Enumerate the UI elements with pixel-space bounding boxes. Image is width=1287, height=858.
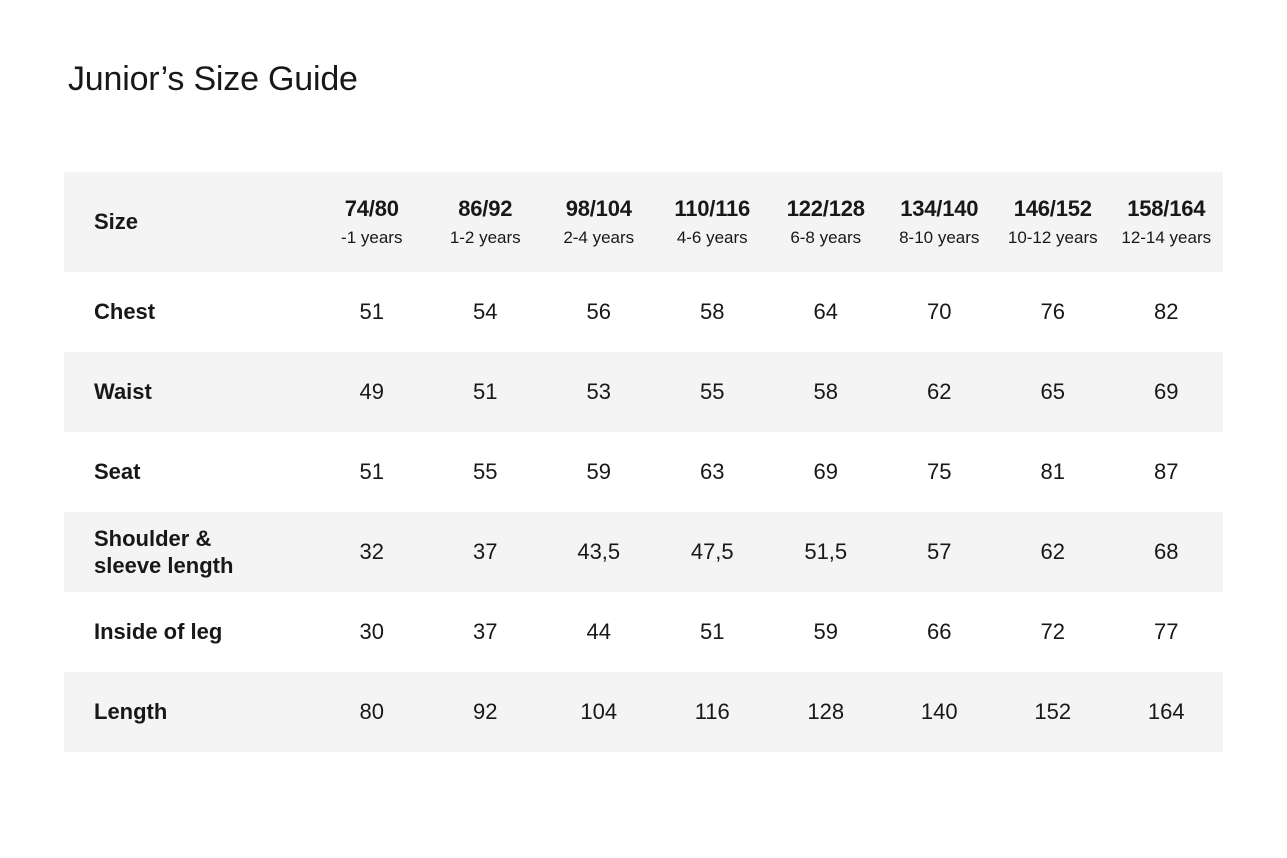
measurement-value: 65: [1040, 379, 1065, 404]
measurement-value: 55: [700, 379, 725, 404]
measurement-value: 37: [473, 619, 498, 644]
measurement-value: 164: [1147, 699, 1185, 724]
measurement-value: 128: [807, 699, 845, 724]
header-size-column: 122/128 6-8 years: [769, 196, 883, 248]
row-label: Length: [94, 699, 168, 725]
size-value: 122/128: [786, 196, 865, 221]
header-size-column: 134/140 8-10 years: [883, 196, 997, 248]
age-range: 8-10 years: [899, 228, 980, 247]
size-guide-table: Size 74/80 -1 years 86/92 1-2 years 98/104 2-…: [64, 172, 1223, 752]
measurement-value: 53: [586, 379, 611, 404]
measurement-value: 70: [927, 299, 952, 324]
table-row: Length 80 92 104 116 128 140 152 164: [64, 672, 1223, 752]
measurement-value: 56: [586, 299, 611, 324]
header-size-label: Size: [94, 209, 139, 235]
header-size-column: 98/104 2-4 years: [542, 196, 656, 248]
measurement-value: 75: [927, 459, 952, 484]
measurement-value: 69: [813, 459, 838, 484]
measurement-value: 51: [473, 379, 498, 404]
row-label: Waist: [94, 379, 152, 405]
measurement-value: 58: [813, 379, 838, 404]
measurement-value: 68: [1154, 539, 1179, 564]
header-size-column: 146/152 10-12 years: [996, 196, 1110, 248]
age-range: 1-2 years: [449, 228, 521, 247]
table-row: Shoulder & sleeve length 32 37 43,5 47,5 51,5…: [64, 512, 1223, 592]
measurement-value: 59: [586, 459, 611, 484]
measurement-value: 152: [1034, 699, 1072, 724]
measurement-value: 54: [473, 299, 498, 324]
measurement-value: 62: [1040, 539, 1065, 564]
header-size-column: 110/116 4-6 years: [656, 196, 770, 248]
size-value: 86/92: [458, 196, 513, 221]
header-size-column: 86/92 1-2 years: [429, 196, 543, 248]
age-range: 2-4 years: [563, 228, 635, 247]
age-range: -1 years: [341, 228, 403, 247]
measurement-value: 69: [1154, 379, 1179, 404]
measurement-value: 82: [1154, 299, 1179, 324]
table-row: Chest 51 54 56 58 64 70 76 82: [64, 272, 1223, 352]
measurement-value: 49: [359, 379, 384, 404]
measurement-value: 81: [1040, 459, 1065, 484]
measurement-value: 32: [359, 539, 384, 564]
table-row: Inside of leg 30 37 44 51 59 66 72 77: [64, 592, 1223, 672]
measurement-value: 47,5: [690, 539, 734, 564]
age-range: 4-6 years: [676, 228, 748, 247]
size-value: 134/140: [900, 196, 979, 221]
table-header-row: Size 74/80 -1 years 86/92 1-2 years 98/104 2-…: [64, 172, 1223, 272]
measurement-value: 62: [927, 379, 952, 404]
measurement-value: 37: [473, 539, 498, 564]
row-label: Shoulder & sleeve length: [94, 525, 234, 579]
measurement-value: 59: [813, 619, 838, 644]
table-row: Waist 49 51 53 55 58 62 65 69: [64, 352, 1223, 432]
row-label: Chest: [94, 299, 156, 325]
measurement-value: 116: [694, 699, 730, 724]
measurement-value: 58: [700, 299, 725, 324]
table-row: Seat 51 55 59 63 69 75 81 87: [64, 432, 1223, 512]
size-value: 110/116: [674, 196, 751, 221]
measurement-value: 63: [700, 459, 725, 484]
age-range: 10-12 years: [1007, 228, 1098, 247]
measurement-value: 87: [1154, 459, 1179, 484]
row-label: Seat: [94, 459, 141, 485]
measurement-value: 64: [813, 299, 838, 324]
header-size-column: 74/80 -1 years: [315, 196, 429, 248]
measurement-value: 92: [473, 699, 498, 724]
measurement-value: 30: [359, 619, 384, 644]
measurement-value: 51,5: [804, 539, 848, 564]
measurement-value: 44: [586, 619, 611, 644]
page-title: Junior’s Size Guide: [68, 60, 358, 98]
size-value: 98/104: [565, 196, 632, 221]
table-body: Chest 51 54 56 58 64 70 76 82 Waist 49 51 53 55 58 62 65…: [64, 272, 1223, 752]
size-value: 146/152: [1013, 196, 1092, 221]
size-value: 74/80: [344, 196, 399, 221]
measurement-value: 51: [359, 299, 384, 324]
header-size-column: 158/164 12-14 years: [1110, 196, 1224, 248]
measurement-value: 104: [580, 699, 618, 724]
measurement-value: 77: [1154, 619, 1179, 644]
measurement-value: 80: [359, 699, 384, 724]
row-label: Inside of leg: [94, 619, 223, 645]
measurement-value: 66: [927, 619, 952, 644]
measurement-value: 51: [700, 619, 725, 644]
measurement-value: 55: [473, 459, 498, 484]
measurement-value: 72: [1040, 619, 1065, 644]
size-value: 158/164: [1127, 196, 1206, 221]
measurement-value: 140: [920, 699, 958, 724]
age-range: 12-14 years: [1121, 228, 1212, 247]
measurement-value: 57: [927, 539, 952, 564]
measurement-value: 43,5: [577, 539, 621, 564]
measurement-value: 51: [359, 459, 384, 484]
age-range: 6-8 years: [790, 228, 862, 247]
measurement-value: 76: [1040, 299, 1065, 324]
